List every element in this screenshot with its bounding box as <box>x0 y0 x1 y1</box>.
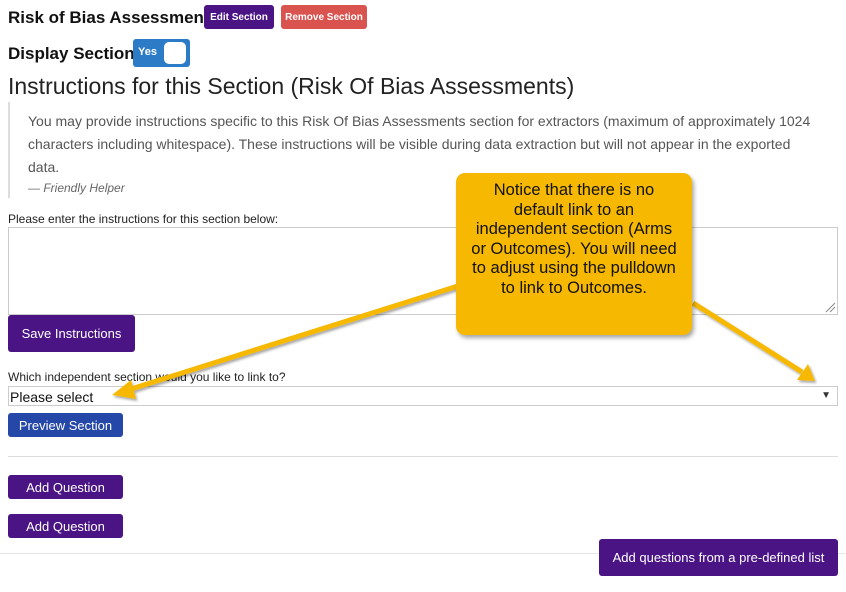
instructions-blockquote: You may provide instructions specific to… <box>8 102 830 198</box>
arrow-left-icon <box>112 283 459 399</box>
divider <box>0 553 846 554</box>
instructions-heading: Instructions for this Section (Risk Of B… <box>8 73 575 99</box>
add-predefined-questions-button[interactable]: Add questions from a pre-defined list <box>599 539 838 576</box>
annotation-callout: Notice that there is no default link to … <box>456 173 692 335</box>
independent-section-select[interactable]: Please select ▼ <box>8 386 838 406</box>
section-title: Risk of Bias Assessment <box>8 8 210 27</box>
save-instructions-button[interactable]: Save Instructions <box>8 315 135 352</box>
toggle-knob <box>164 42 186 64</box>
link-prompt-label: Which independent section would you like… <box>8 370 286 384</box>
display-section-toggle[interactable]: Yes <box>133 39 190 67</box>
divider <box>8 456 838 457</box>
add-question-button-1[interactable]: Add Question <box>8 475 123 499</box>
blockquote-footer: — Friendly Helper <box>28 181 125 195</box>
edit-section-button[interactable]: Edit Section <box>204 5 274 29</box>
preview-section-button[interactable]: Preview Section <box>8 413 123 437</box>
blockquote-text: You may provide instructions specific to… <box>28 113 811 175</box>
instructions-textarea[interactable] <box>8 227 838 315</box>
chevron-down-icon: ▼ <box>821 390 831 401</box>
instructions-prompt-label: Please enter the instructions for this s… <box>8 212 279 226</box>
resize-grip-icon[interactable] <box>824 301 836 313</box>
select-value: Please select <box>10 389 94 405</box>
arrow-right-icon <box>691 300 815 381</box>
add-question-button-2[interactable]: Add Question <box>8 514 123 538</box>
toggle-text: Yes <box>138 46 157 58</box>
display-section-label: Display Section <box>8 44 135 63</box>
remove-section-button[interactable]: Remove Section <box>281 5 367 29</box>
